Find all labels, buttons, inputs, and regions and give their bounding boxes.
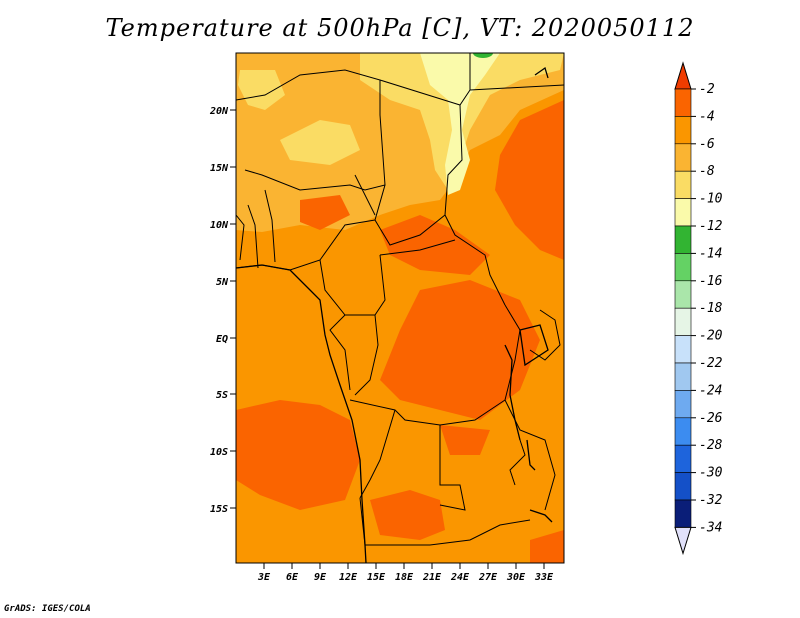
colorbar-label: -10 (699, 192, 723, 207)
field-region-southwest-warm (236, 400, 360, 510)
field-region-green-spot (473, 53, 493, 58)
colorbar-swatch (674, 472, 692, 501)
colorbar: -2 -4 -6 -8 -10 -12 -14 -16 -18 -20 -22 -24 -26 -28 -3… (674, 61, 723, 556)
colorbar-label: -12 (699, 219, 723, 234)
field-region-warm-west (238, 70, 285, 110)
lon-label: 27E (478, 572, 498, 583)
colorbar-top-arrow (674, 61, 692, 90)
colorbar-label: -32 (699, 493, 723, 508)
colorbar-label: -18 (699, 301, 723, 316)
colorbar-swatch (674, 170, 692, 199)
colorbar-swatch (674, 143, 692, 172)
field-region-south-warm (370, 490, 445, 540)
colorbar-label: -2 (699, 82, 715, 97)
lon-label: 12E (339, 572, 358, 583)
lat-label: 15N (210, 163, 229, 174)
lon-label: 6E (286, 572, 299, 583)
colorbar-label: -34 (699, 520, 722, 535)
colorbar-label: -14 (699, 246, 722, 261)
colorbar-swatch (674, 335, 692, 364)
temperature-field (236, 53, 564, 563)
colorbar-swatch (674, 362, 692, 391)
lat-label: 10S (210, 447, 228, 458)
lon-tick-marks (263, 563, 545, 569)
lon-label: 30E (506, 572, 526, 583)
lat-tick-labels: 20N 15N 10N 5N EQ 5S 10S 15S (209, 106, 229, 515)
colorbar-swatch (674, 253, 692, 282)
lat-label: 15S (210, 504, 228, 515)
map-title: Temperature at 500hPa [C], VT: 202005011… (105, 14, 695, 42)
lon-label: 33E (534, 572, 554, 583)
colorbar-label: -16 (699, 274, 723, 289)
lon-tick-labels: 3E 6E 9E 12E 15E 18E 21E 24E 27E 30E 33E (257, 572, 554, 583)
field-region-coldest-north (420, 53, 500, 195)
lon-label: 18E (395, 572, 414, 583)
grads-credit: GrADS: IGES/COLA (4, 604, 91, 614)
field-region-congo-warm (380, 280, 540, 420)
colorbar-swatch (674, 390, 692, 419)
colorbar-label: -4 (699, 109, 715, 124)
colorbar-label: -24 (699, 383, 722, 398)
lat-label: 5N (216, 277, 229, 288)
colorbar-label: -30 (699, 466, 723, 481)
colorbar-swatch (674, 417, 692, 446)
lat-label: 5S (216, 390, 228, 401)
colorbar-label: -8 (699, 164, 715, 179)
colorbar-swatch (674, 88, 692, 117)
field-region-east-warm (495, 100, 564, 260)
colorbar-label: -20 (699, 329, 723, 344)
colorbar-bottom-arrow (674, 526, 692, 556)
colorbar-label: -28 (699, 438, 723, 453)
colorbar-swatch (674, 499, 692, 528)
colorbar-swatch (674, 280, 692, 309)
lat-label: EQ (216, 334, 228, 345)
coastlines (236, 66, 553, 563)
colorbar-swatch (674, 444, 692, 473)
lon-label: 21E (422, 572, 442, 583)
lon-label: 15E (367, 572, 386, 583)
lon-label: 3E (257, 572, 271, 583)
colorbar-label: -26 (699, 411, 723, 426)
lat-tick-marks (230, 109, 236, 509)
lat-label: 10N (210, 220, 229, 231)
lon-label: 24E (450, 572, 470, 583)
colorbar-swatch (674, 198, 692, 227)
colorbar-swatch (674, 307, 692, 336)
colorbar-label: -22 (699, 356, 723, 371)
map-frame (235, 52, 565, 564)
colorbar-label: -6 (699, 137, 715, 152)
lon-label: 9E (314, 572, 327, 583)
lat-label: 20N (209, 106, 229, 117)
colorbar-swatch (674, 116, 692, 145)
colorbar-swatch (674, 225, 692, 254)
